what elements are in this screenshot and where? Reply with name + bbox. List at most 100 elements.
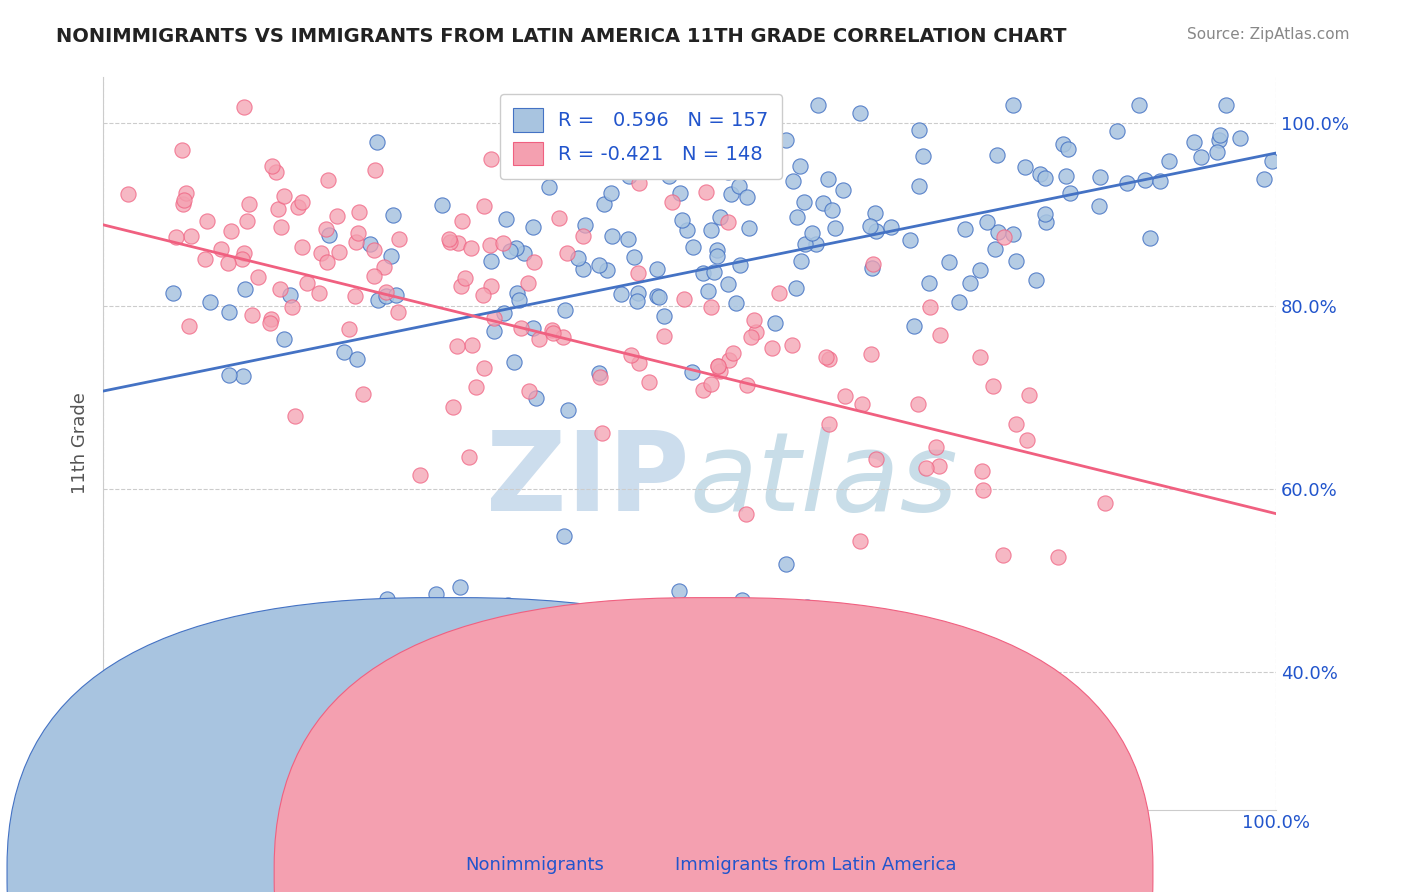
Point <box>794 236 817 251</box>
Point <box>648 290 671 304</box>
Point <box>1253 172 1275 186</box>
Point <box>720 186 742 201</box>
Point <box>165 229 187 244</box>
Point <box>162 285 184 300</box>
Point <box>233 246 256 260</box>
Point <box>717 165 740 179</box>
Point <box>929 327 952 342</box>
Point <box>495 211 517 226</box>
Point <box>728 258 751 272</box>
Point <box>307 618 329 632</box>
Point <box>707 359 730 373</box>
Point <box>821 203 844 218</box>
Point <box>460 241 482 255</box>
Point <box>725 296 748 310</box>
Point <box>180 228 202 243</box>
Point <box>654 329 676 343</box>
Point <box>928 459 950 474</box>
Point <box>527 332 550 346</box>
Point <box>991 549 1014 563</box>
Point <box>522 321 544 335</box>
Point <box>359 237 381 252</box>
Point <box>849 106 872 120</box>
Point <box>709 211 731 225</box>
Point <box>668 186 690 201</box>
Point <box>1054 169 1077 183</box>
Point <box>707 359 730 373</box>
Point <box>551 330 574 344</box>
Point <box>817 172 839 186</box>
Point <box>449 580 471 594</box>
Point <box>1133 172 1156 186</box>
Point <box>699 223 721 237</box>
Point <box>834 389 856 403</box>
Point <box>221 224 243 238</box>
Point <box>454 270 477 285</box>
Point <box>499 244 522 259</box>
Point <box>589 369 612 384</box>
Point <box>197 214 219 228</box>
Text: atlas: atlas <box>689 426 957 533</box>
Point <box>246 270 269 285</box>
Point <box>447 235 470 250</box>
Point <box>619 169 641 183</box>
Point <box>479 279 502 293</box>
Point <box>865 452 887 467</box>
Point <box>907 178 929 193</box>
Point <box>938 255 960 269</box>
Point <box>735 190 758 204</box>
Point <box>796 599 818 614</box>
Point <box>1088 169 1111 184</box>
Point <box>676 223 699 237</box>
Point <box>375 289 398 303</box>
Point <box>700 376 723 391</box>
Point <box>446 339 468 353</box>
Point <box>610 286 633 301</box>
Point <box>294 764 316 778</box>
Point <box>1208 133 1230 147</box>
Point <box>509 321 531 335</box>
Point <box>425 587 447 601</box>
Point <box>381 208 404 222</box>
Point <box>818 417 841 431</box>
Point <box>316 255 339 269</box>
Point <box>706 244 728 258</box>
Point <box>591 426 613 441</box>
Point <box>600 186 623 200</box>
Point <box>547 211 569 226</box>
Point <box>717 277 740 291</box>
Point <box>557 403 579 417</box>
Text: Source: ZipAtlas.com: Source: ZipAtlas.com <box>1187 27 1350 42</box>
Point <box>231 252 253 266</box>
Point <box>706 249 728 263</box>
Point <box>623 739 645 753</box>
Point <box>692 266 714 280</box>
Point <box>912 149 935 163</box>
Point <box>190 735 212 749</box>
Point <box>695 185 717 199</box>
Point <box>671 213 693 227</box>
Point <box>627 148 650 162</box>
Point <box>626 285 648 300</box>
Point <box>347 227 370 241</box>
Point <box>472 199 495 213</box>
Point <box>628 176 651 190</box>
Point <box>439 235 461 250</box>
Point <box>240 308 263 322</box>
Point <box>865 224 887 238</box>
Point <box>278 288 301 302</box>
Point <box>172 144 194 158</box>
Point <box>735 378 758 392</box>
Point <box>1182 135 1205 149</box>
Point <box>496 598 519 612</box>
Y-axis label: 11th Grade: 11th Grade <box>72 392 89 494</box>
Point <box>200 295 222 310</box>
Point <box>768 286 790 301</box>
Point <box>763 316 786 330</box>
Point <box>461 338 484 352</box>
Point <box>1105 124 1128 138</box>
Point <box>627 266 650 280</box>
Point <box>238 197 260 211</box>
Point <box>482 310 505 325</box>
Point <box>696 284 718 298</box>
